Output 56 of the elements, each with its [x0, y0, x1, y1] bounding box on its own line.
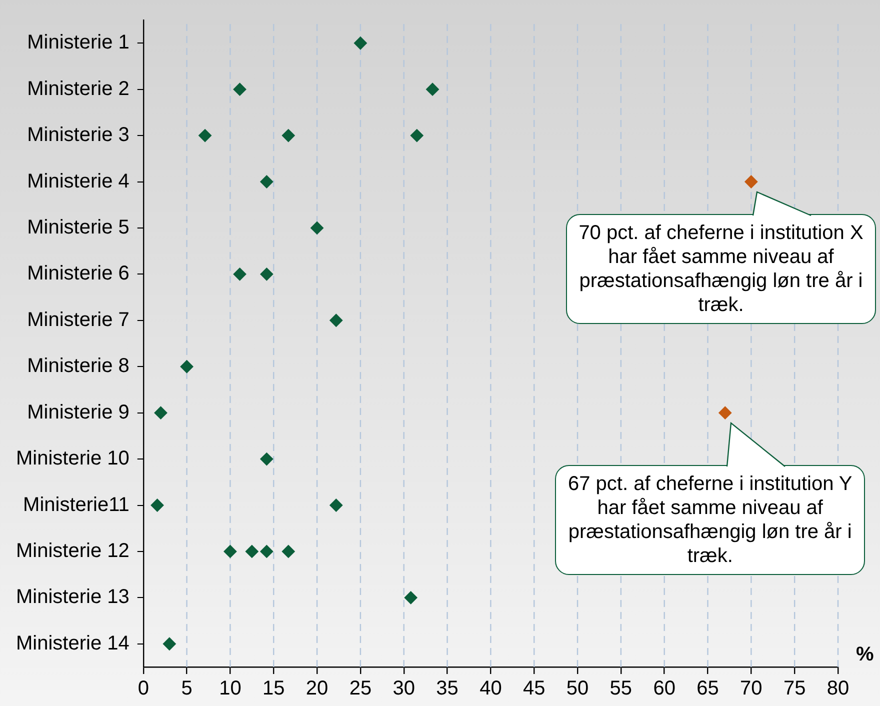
y-tick-label: Ministerie 6	[27, 262, 130, 285]
point	[245, 544, 258, 558]
x-tick-label: 75	[783, 678, 806, 700]
y-tick-label: Ministerie 1	[27, 32, 130, 54]
y-tick-label: Ministerie 7	[27, 308, 130, 331]
point	[330, 314, 343, 327]
x-tick-label: 35	[436, 678, 458, 700]
point	[233, 82, 246, 96]
point	[180, 360, 194, 374]
point	[404, 591, 418, 604]
y-tick-label: Ministerie 8	[27, 355, 130, 378]
y-tick-label: Ministerie 13	[16, 586, 130, 608]
x-tick-label: 55	[610, 678, 632, 700]
point	[198, 129, 212, 142]
point	[224, 544, 237, 558]
y-tick-label: Ministerie 9	[27, 401, 130, 424]
point	[260, 175, 274, 188]
x-tick-label: 60	[653, 678, 676, 700]
y-tick-label: Ministerie 5	[27, 216, 130, 238]
x-tick-label: 20	[306, 678, 328, 700]
point	[410, 129, 424, 142]
y-tick-label: Ministerie 12	[16, 540, 130, 562]
x-tick-label: 45	[522, 678, 546, 700]
point	[354, 36, 367, 50]
point	[744, 175, 758, 188]
x-tick-label: 25	[349, 678, 372, 700]
x-tick-label: 70	[740, 678, 762, 700]
x-tick-label: 65	[696, 678, 719, 700]
y-tick-label: Ministerie 4	[27, 170, 130, 192]
y-tick-label: Ministerie11	[23, 494, 130, 516]
point	[162, 637, 176, 650]
x-tick-label: 30	[392, 678, 415, 700]
point	[282, 129, 295, 142]
point	[260, 452, 274, 466]
point	[718, 406, 732, 420]
x-axis-title: %	[856, 644, 874, 666]
point	[260, 544, 274, 558]
x-tick-label: 50	[566, 678, 589, 700]
x-tick-label: 40	[480, 678, 502, 700]
y-tick-label: Ministerie 3	[27, 124, 130, 146]
point	[233, 268, 246, 281]
x-tick-label: 0	[138, 678, 149, 700]
y-tick-label: Ministerie 2	[27, 78, 130, 100]
point	[260, 268, 274, 281]
x-tick-label: 80	[826, 678, 850, 700]
x-tick-label: 5	[181, 678, 192, 700]
point	[154, 406, 168, 420]
x-tick-label: 15	[262, 678, 285, 700]
x-tick-label: 10	[219, 678, 242, 700]
point	[150, 498, 164, 512]
point	[426, 82, 440, 96]
point	[330, 498, 343, 512]
y-tick-label: Ministerie 10	[16, 448, 130, 470]
y-tick-label: Ministerie 14	[16, 632, 130, 654]
point	[310, 221, 324, 234]
point	[282, 544, 295, 558]
